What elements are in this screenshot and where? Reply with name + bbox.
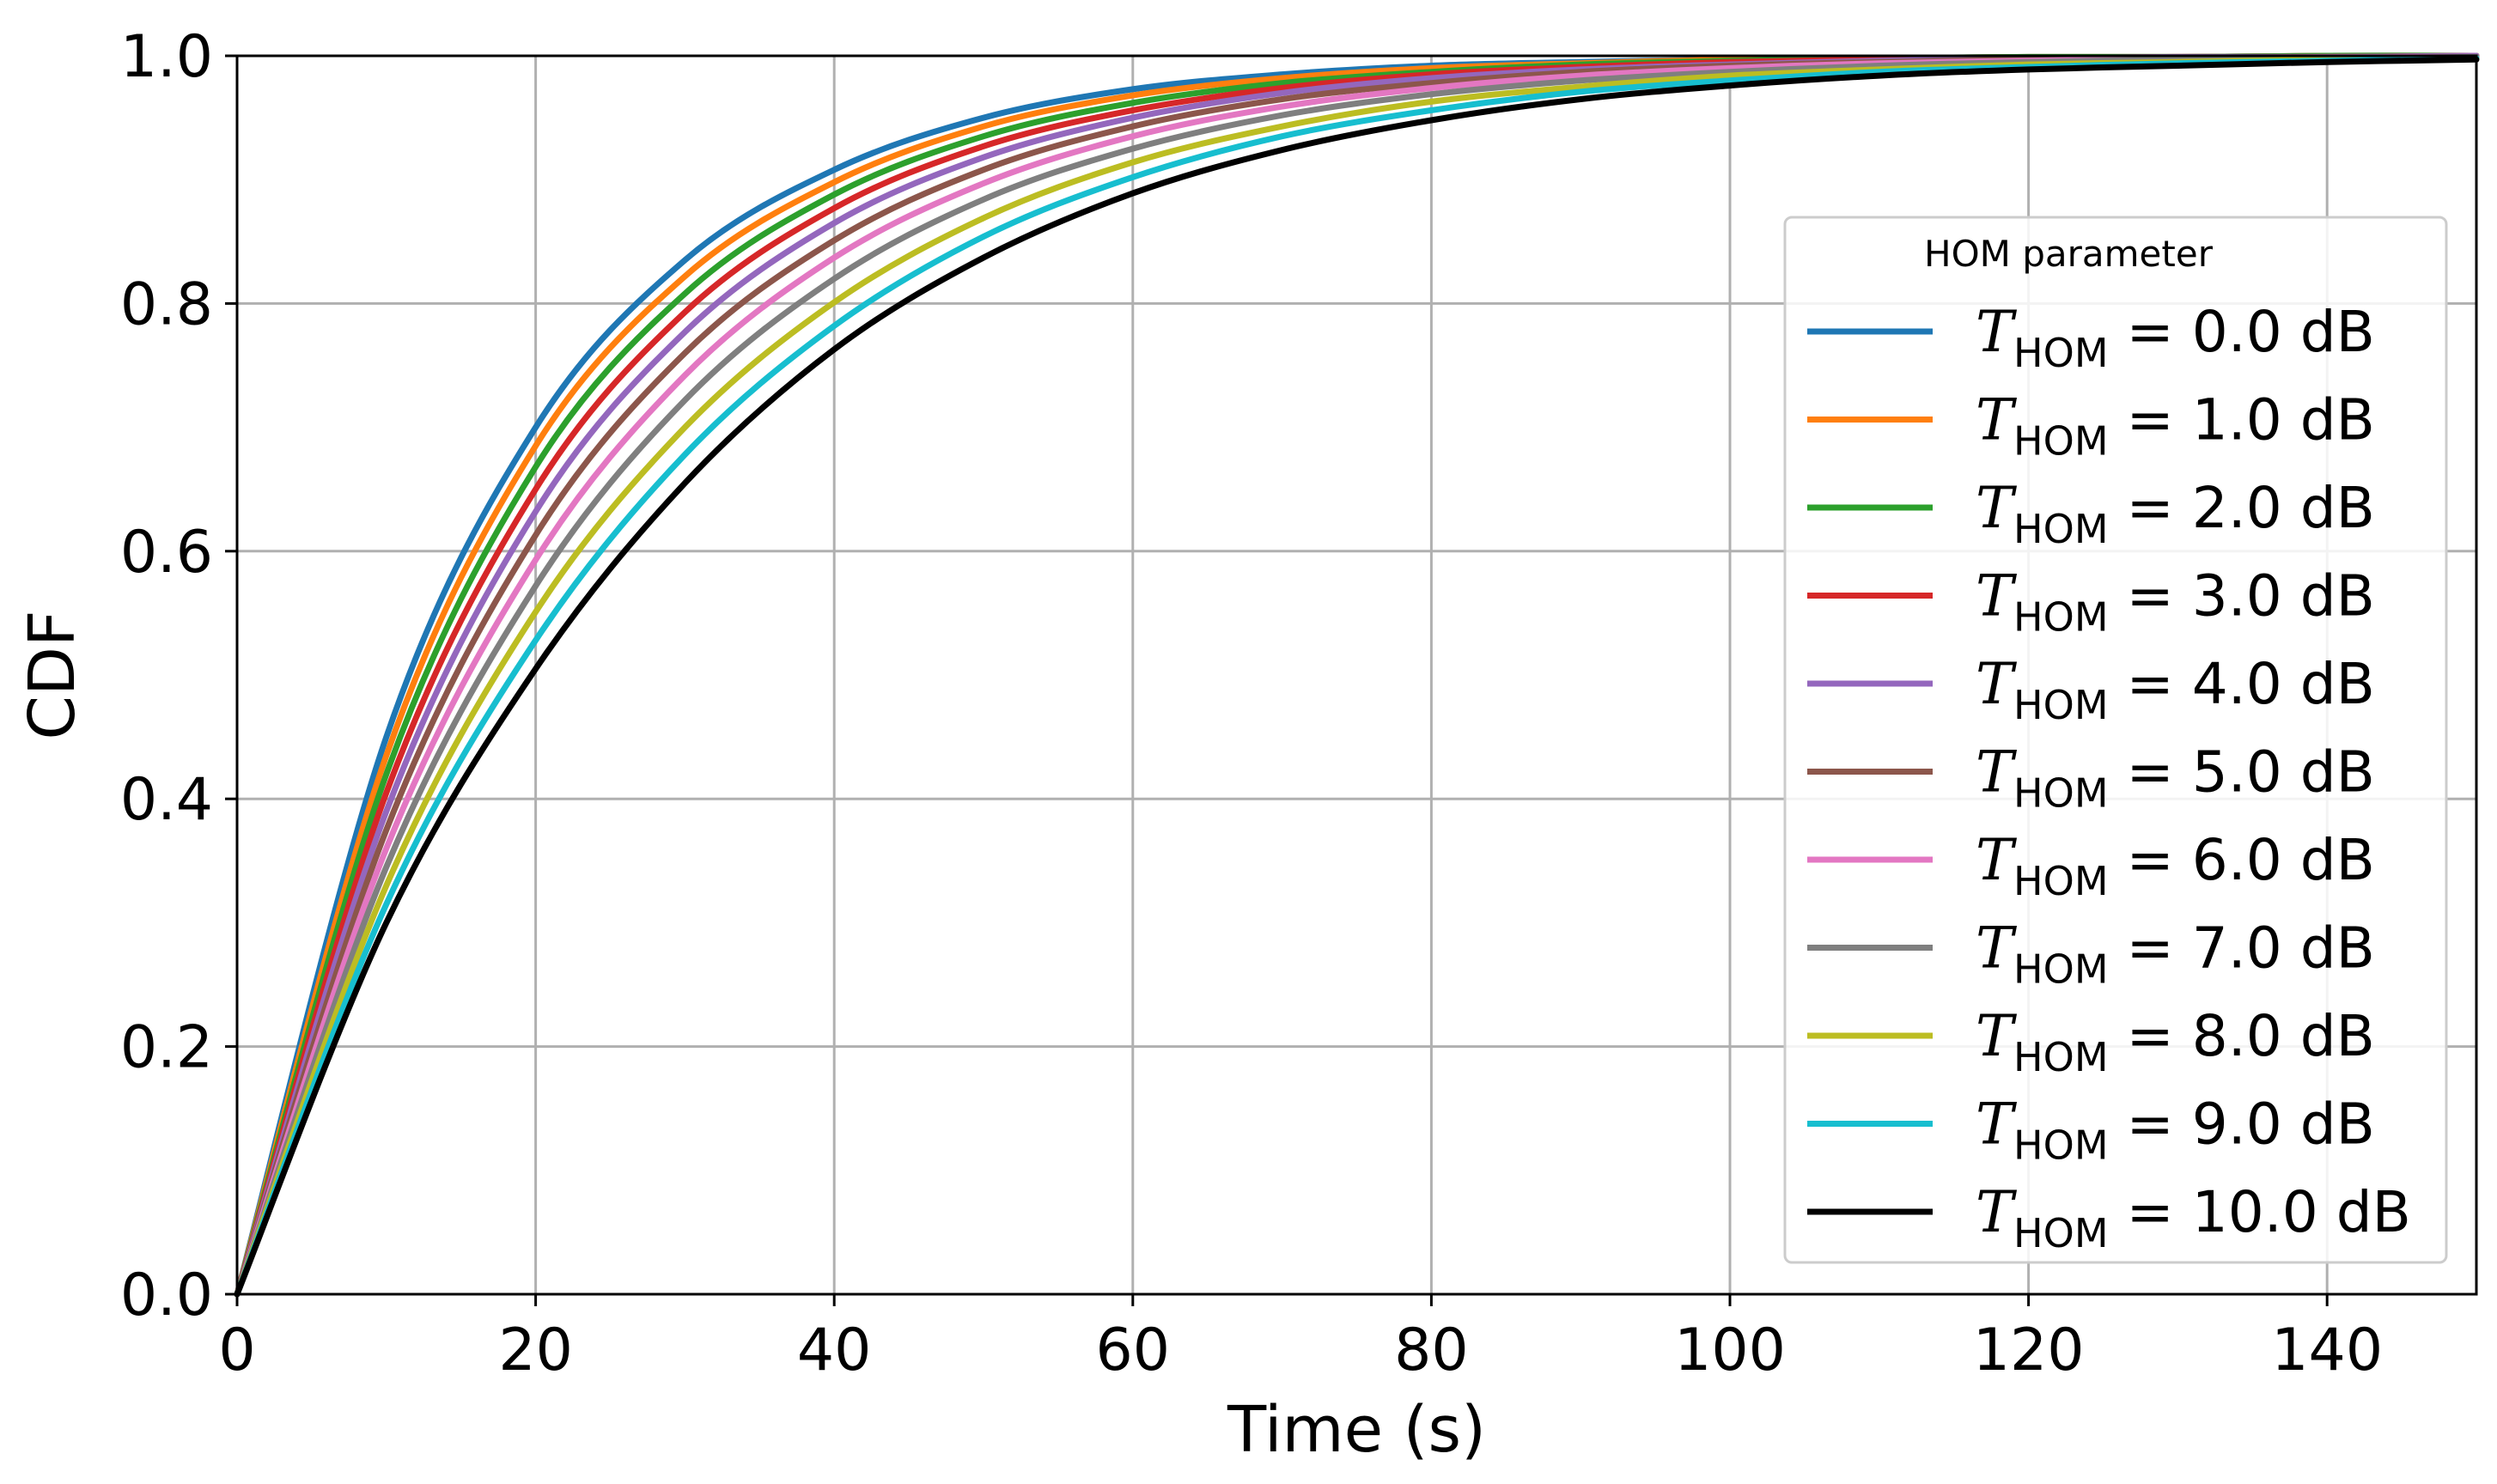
y-tick-label: 0.8 [120, 271, 213, 338]
legend-label: THOM = 8.0 dB [1976, 1003, 2375, 1080]
legend-entry: THOM = 8.0 dB [1807, 1003, 2375, 1080]
y-tick-label: 0.2 [120, 1014, 213, 1082]
x-axis-label: Time (s) [1227, 1393, 1486, 1467]
x-tick-label: 60 [1096, 1317, 1171, 1384]
legend-label: THOM = 10.0 dB [1976, 1179, 2411, 1256]
x-tick-label: 40 [797, 1317, 872, 1384]
x-tick-label: 0 [218, 1317, 255, 1384]
legend-entry: THOM = 3.0 dB [1807, 563, 2375, 641]
series-lines [234, 52, 2480, 1298]
legend-box [1783, 216, 2448, 1264]
legend-label: THOM = 0.0 dB [1976, 299, 2375, 376]
series-line-10 [234, 56, 2480, 1298]
y-tick-label: 0.6 [120, 519, 213, 587]
legend-label: THOM = 2.0 dB [1976, 475, 2375, 552]
legend-entry: THOM = 0.0 dB [1807, 299, 2375, 376]
x-tick-label: 120 [1973, 1317, 2085, 1384]
legend-label: THOM = 3.0 dB [1976, 563, 2375, 641]
legend-entry: THOM = 9.0 dB [1807, 1092, 2375, 1169]
legend-entry: THOM = 7.0 dB [1807, 915, 2375, 993]
x-tick-label: 100 [1674, 1317, 1786, 1384]
x-tick-label: 80 [1394, 1317, 1469, 1384]
y-tick-label: 0.4 [120, 766, 213, 834]
legend-label: THOM = 1.0 dB [1976, 387, 2375, 465]
legend-entry: THOM = 5.0 dB [1807, 739, 2375, 817]
legend-label: THOM = 9.0 dB [1976, 1092, 2375, 1169]
legend-entry: THOM = 4.0 dB [1807, 651, 2375, 728]
legend-label: THOM = 7.0 dB [1976, 915, 2375, 993]
y-axis-label: CDF [15, 610, 89, 739]
legend-entries: THOM = 0.0 dB THOM = 1.0 dB THOM = 2.0 dB T… [1807, 299, 2411, 1256]
y-tick-label: 0.0 [120, 1262, 213, 1329]
legend-entry: THOM = 6.0 dB [1807, 827, 2375, 904]
legend-title: HOM parameter [1924, 233, 2214, 275]
axis-ticks: 0 20 40 60 80 100 120 140 0.0 0.2 0.4 0.6 0.8 1.0 [120, 23, 2383, 1384]
legend-label: THOM = 4.0 dB [1976, 651, 2375, 728]
legend-label: THOM = 6.0 dB [1976, 827, 2375, 904]
y-tick-label: 1.0 [120, 23, 213, 91]
legend-label: THOM = 5.0 dB [1976, 739, 2375, 817]
plot-frame [235, 54, 2478, 1296]
legend: HOM parameter THOM = 0.0 dB THOM = 1.0 dB… [1783, 216, 2448, 1264]
legend-entry: THOM = 10.0 dB [1807, 1179, 2411, 1256]
legend-entry: THOM = 1.0 dB [1807, 387, 2375, 465]
x-tick-label: 20 [498, 1317, 573, 1384]
x-tick-label: 140 [2271, 1317, 2383, 1384]
legend-entry: THOM = 2.0 dB [1807, 475, 2375, 552]
